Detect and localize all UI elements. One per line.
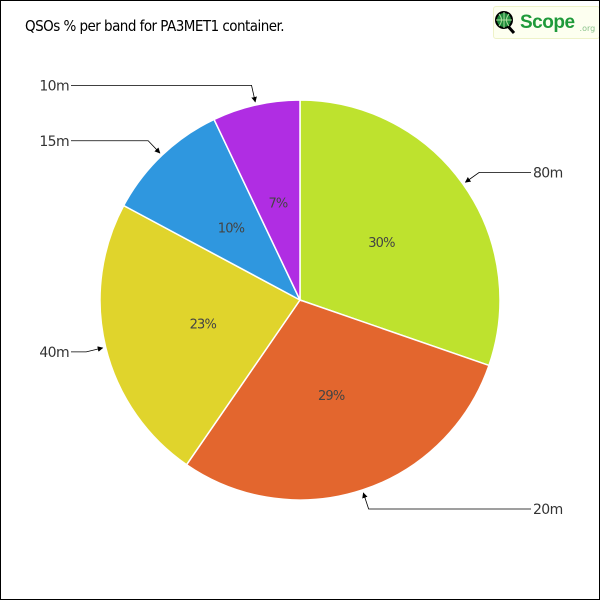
leader-line-10m xyxy=(71,85,257,103)
leader-line-20m xyxy=(362,492,531,510)
pie-slice-40m xyxy=(99,204,302,466)
leader-line-80m xyxy=(464,171,531,183)
slice-band-label: 15m xyxy=(39,134,69,150)
slice-band-label: 40m xyxy=(39,345,69,361)
magnifier-globe-icon xyxy=(495,10,516,34)
slice-band-label: 20m xyxy=(533,502,563,518)
leader-line-40m xyxy=(71,346,104,353)
pie-slice-20m xyxy=(185,299,490,501)
logo-suffix: .org xyxy=(579,24,596,33)
slice-percent-label: 7% xyxy=(268,196,287,211)
pie-slice-80m xyxy=(299,99,501,367)
chart-title: QSOs % per band for PA3MET1 container. xyxy=(25,17,285,35)
logo-text: Scope xyxy=(520,12,575,33)
slice-band-label: 80m xyxy=(533,165,563,181)
pie-slice-15m xyxy=(122,118,302,302)
leader-line-15m xyxy=(71,140,161,154)
slice-percent-label: 23% xyxy=(190,318,217,333)
qscope-logo[interactable]: Scope .org xyxy=(493,6,599,39)
slice-percent-label: 30% xyxy=(368,236,395,251)
slice-band-label: 10m xyxy=(39,78,69,94)
pie-slice-10m xyxy=(213,99,301,301)
slice-percent-label: 29% xyxy=(318,389,345,404)
slice-percent-label: 10% xyxy=(218,222,245,237)
